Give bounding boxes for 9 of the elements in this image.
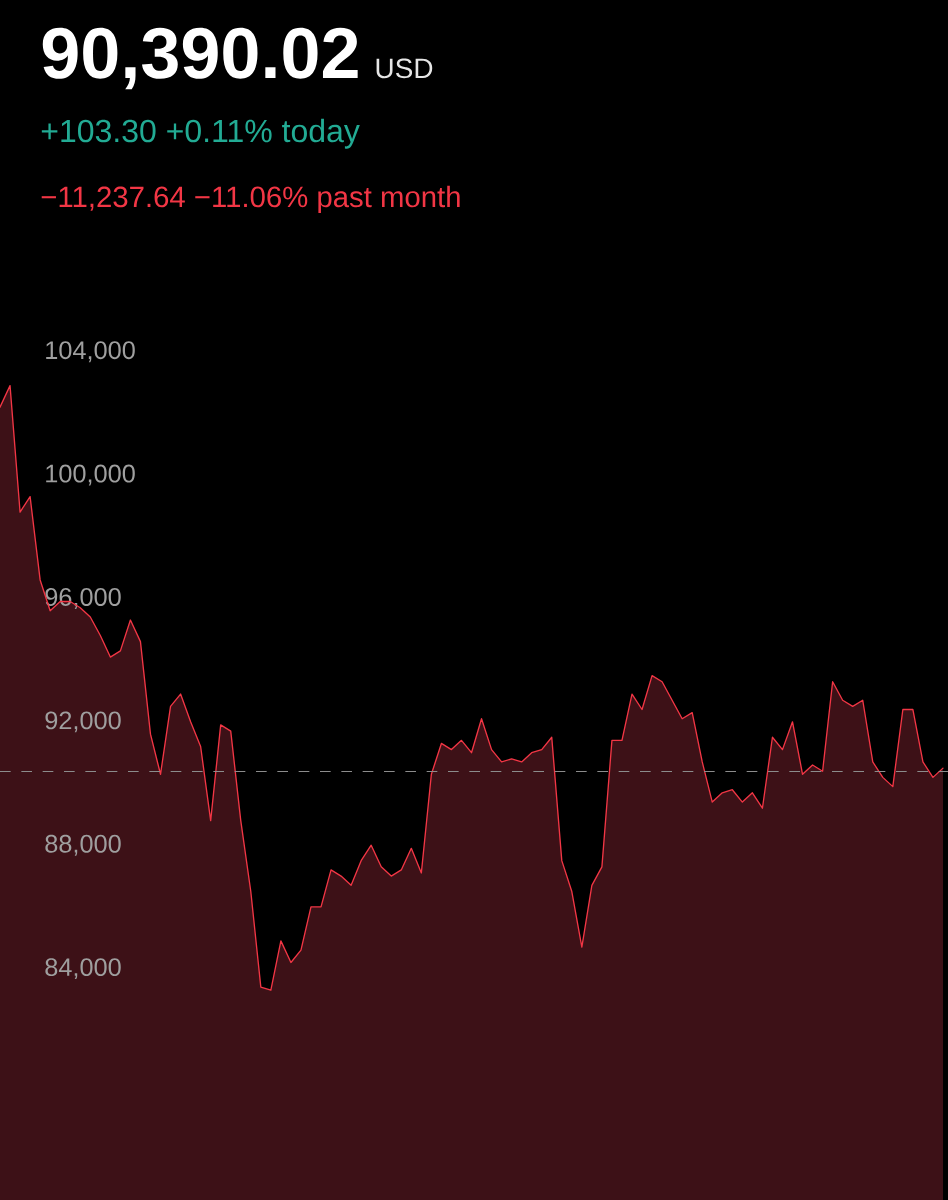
annotation: USD bbox=[376, 58, 433, 79]
y-tick-label: 88,000 bbox=[45, 834, 121, 856]
y-tick-label: 84,000 bbox=[45, 958, 121, 980]
y-tick-label: 104,000 bbox=[46, 341, 135, 363]
chart-title: 90,390.02 bbox=[42, 27, 358, 90]
y-tick-label: 100,000 bbox=[46, 464, 135, 486]
annotation: −11,237.64 −11.06% past month bbox=[41, 185, 460, 214]
y-tick-label: 92,000 bbox=[45, 711, 121, 733]
annotation: +103.30 +0.11% today bbox=[41, 118, 360, 149]
